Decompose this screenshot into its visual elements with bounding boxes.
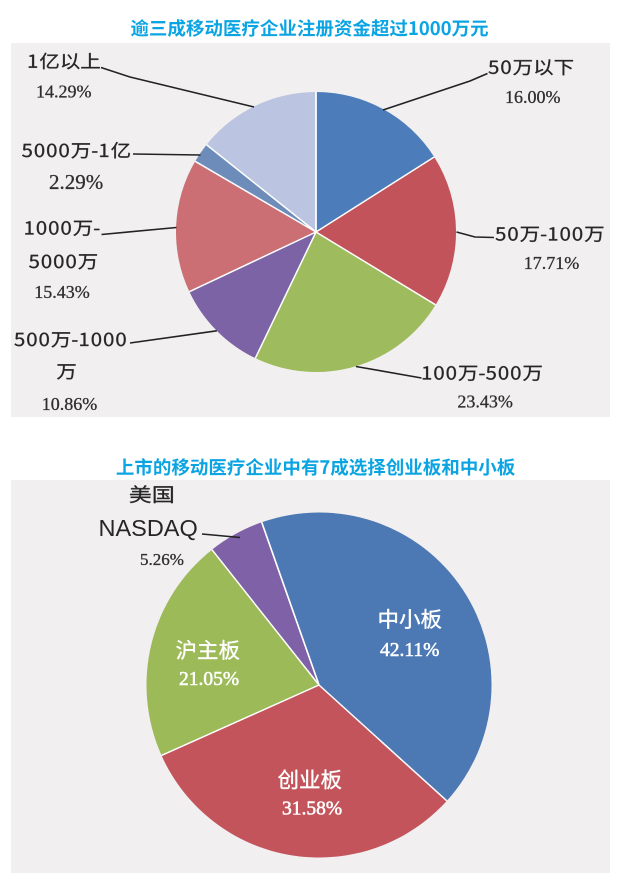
svg-text:16.00%: 16.00% <box>505 87 561 107</box>
svg-text:42.11%: 42.11% <box>380 640 439 661</box>
svg-text:17.71%: 17.71% <box>524 253 580 273</box>
svg-text:21.05%: 21.05% <box>179 669 239 690</box>
svg-text:2.29%: 2.29% <box>49 170 103 194</box>
svg-text:23.43%: 23.43% <box>457 392 513 412</box>
svg-text:NASDAQ: NASDAQ <box>99 515 198 541</box>
svg-text:31.58%: 31.58% <box>282 799 342 820</box>
svg-text:10.86%: 10.86% <box>42 394 98 414</box>
svg-text:5.26%: 5.26% <box>140 550 184 569</box>
svg-text:14.29%: 14.29% <box>36 82 92 102</box>
svg-text:15.43%: 15.43% <box>34 282 89 302</box>
